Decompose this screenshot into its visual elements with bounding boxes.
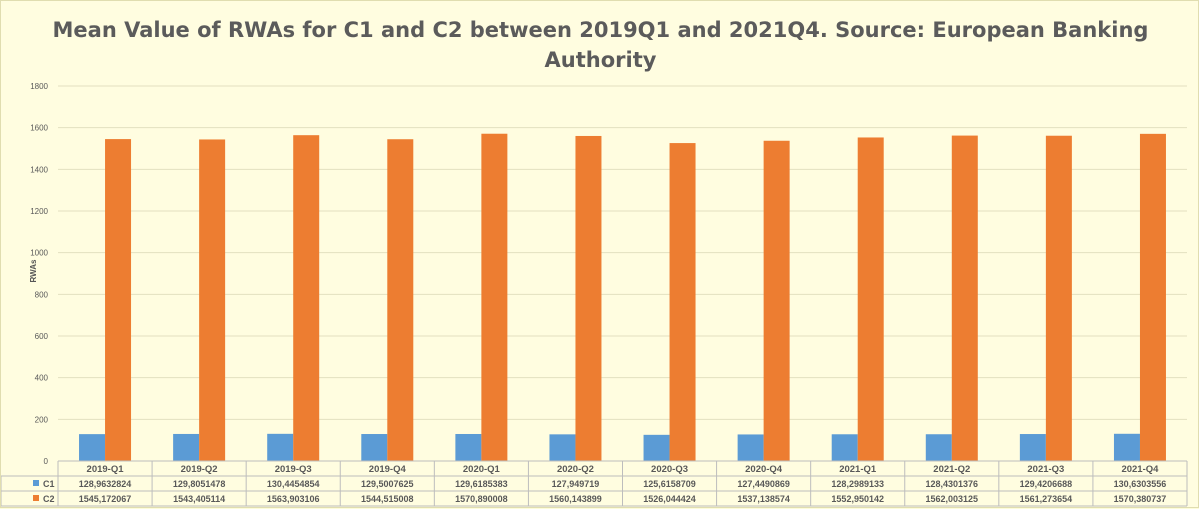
gridlines <box>58 85 1187 462</box>
x-tick-label: 2021-Q1 <box>839 464 877 475</box>
data-label: 129,6185383 <box>455 479 508 489</box>
data-label: 130,6303556 <box>1114 479 1167 489</box>
data-label: 129,5007625 <box>361 479 414 489</box>
y-tick-label: 1000 <box>30 249 48 258</box>
y-tick-label: 600 <box>35 332 49 341</box>
bar-c1 <box>549 434 576 461</box>
y-tick-label: 1600 <box>30 124 48 133</box>
data-label: 1563,903106 <box>267 494 320 504</box>
bar-c2 <box>1045 135 1072 461</box>
y-axis-ticks: 0 200 400 600 800 1000 1200 1400 1600 1800 <box>30 82 48 466</box>
y-tick-label: 0 <box>44 457 49 466</box>
bar-c2 <box>293 135 320 461</box>
legend-key-c2 <box>33 495 39 501</box>
x-tick-label: 2020-Q3 <box>651 464 688 475</box>
bar-c1 <box>173 433 200 461</box>
y-tick-label: 200 <box>35 415 49 424</box>
data-label: 1537,138574 <box>737 494 790 504</box>
bar-c1 <box>1019 434 1046 461</box>
chart-title: Mean Value of RWAs for C1 and C2 between… <box>1 15 1199 75</box>
bar-c2 <box>857 137 884 461</box>
bar-c1 <box>643 434 670 461</box>
data-label: 1562,003125 <box>926 494 979 504</box>
y-tick-label: 1200 <box>30 207 48 216</box>
data-label: 1560,143899 <box>549 494 602 504</box>
data-label: 129,8051478 <box>173 479 226 489</box>
x-tick-label: 2021-Q4 <box>1121 464 1159 475</box>
data-label: 1544,515008 <box>361 494 414 504</box>
bar-c2 <box>763 140 790 461</box>
bar-c2 <box>105 139 132 461</box>
data-label: 128,2989133 <box>831 479 884 489</box>
legend-key-c1 <box>33 480 39 486</box>
data-label: 129,4206688 <box>1020 479 1073 489</box>
bar-c2 <box>387 139 414 461</box>
data-label: 127,4490869 <box>737 479 790 489</box>
x-tick-label: 2019-Q3 <box>275 464 312 475</box>
x-tick-label: 2019-Q4 <box>369 464 407 475</box>
data-label: 130,4454854 <box>267 479 320 489</box>
bar-c1 <box>925 434 952 461</box>
legend-label-c2: C2 <box>43 494 55 504</box>
bars <box>79 133 1166 461</box>
data-label: 1570,890008 <box>455 494 508 504</box>
y-tick-label: 800 <box>35 290 49 299</box>
y-axis-label: RWAs <box>29 259 38 283</box>
x-tick-label: 2020-Q4 <box>745 464 783 475</box>
bar-c1 <box>267 433 294 461</box>
bar-c1 <box>1113 433 1140 461</box>
x-tick-label: 2020-Q2 <box>557 464 594 475</box>
bar-c2 <box>481 133 508 461</box>
bar-c1 <box>361 434 388 461</box>
bar-c1 <box>831 434 858 461</box>
chart-title-line2: Authority <box>544 48 657 72</box>
x-tick-label: 2021-Q2 <box>933 464 970 475</box>
bar-c1 <box>79 434 106 461</box>
legend-label-c1: C1 <box>43 479 55 489</box>
bar-c2 <box>575 135 602 461</box>
bar-c2 <box>951 135 978 461</box>
y-tick-label: 400 <box>35 374 49 383</box>
y-tick-label: 1400 <box>30 165 48 174</box>
bar-c2 <box>669 143 696 461</box>
data-label: 128,9632824 <box>79 479 132 489</box>
data-label: 1570,380737 <box>1114 494 1167 504</box>
data-label: 1545,172067 <box>79 494 132 504</box>
bar-c2 <box>1139 133 1166 461</box>
data-label: 125,6158709 <box>643 479 696 489</box>
x-tick-label: 2019-Q1 <box>87 464 125 475</box>
data-label: 128,4301376 <box>926 479 979 489</box>
bar-c1 <box>737 434 764 461</box>
bar-c2 <box>199 139 226 461</box>
data-label: 1526,044424 <box>643 494 696 504</box>
data-label: 1543,405114 <box>173 494 225 504</box>
chart-title-line1: Mean Value of RWAs for C1 and C2 between… <box>52 18 1149 42</box>
x-tick-label: 2021-Q3 <box>1027 464 1064 475</box>
data-label: 1552,950142 <box>831 494 884 504</box>
bar-c1 <box>455 433 482 461</box>
data-label: 127,949719 <box>552 479 600 489</box>
y-tick-label: 1800 <box>30 82 48 91</box>
x-tick-label: 2019-Q2 <box>181 464 218 475</box>
data-table: 2019-Q1 2019-Q2 2019-Q3 2019-Q4 2020-Q1 2020-… <box>1 460 1188 507</box>
x-tick-label: 2020-Q1 <box>463 464 501 475</box>
data-label: 1561,273654 <box>1020 494 1073 504</box>
